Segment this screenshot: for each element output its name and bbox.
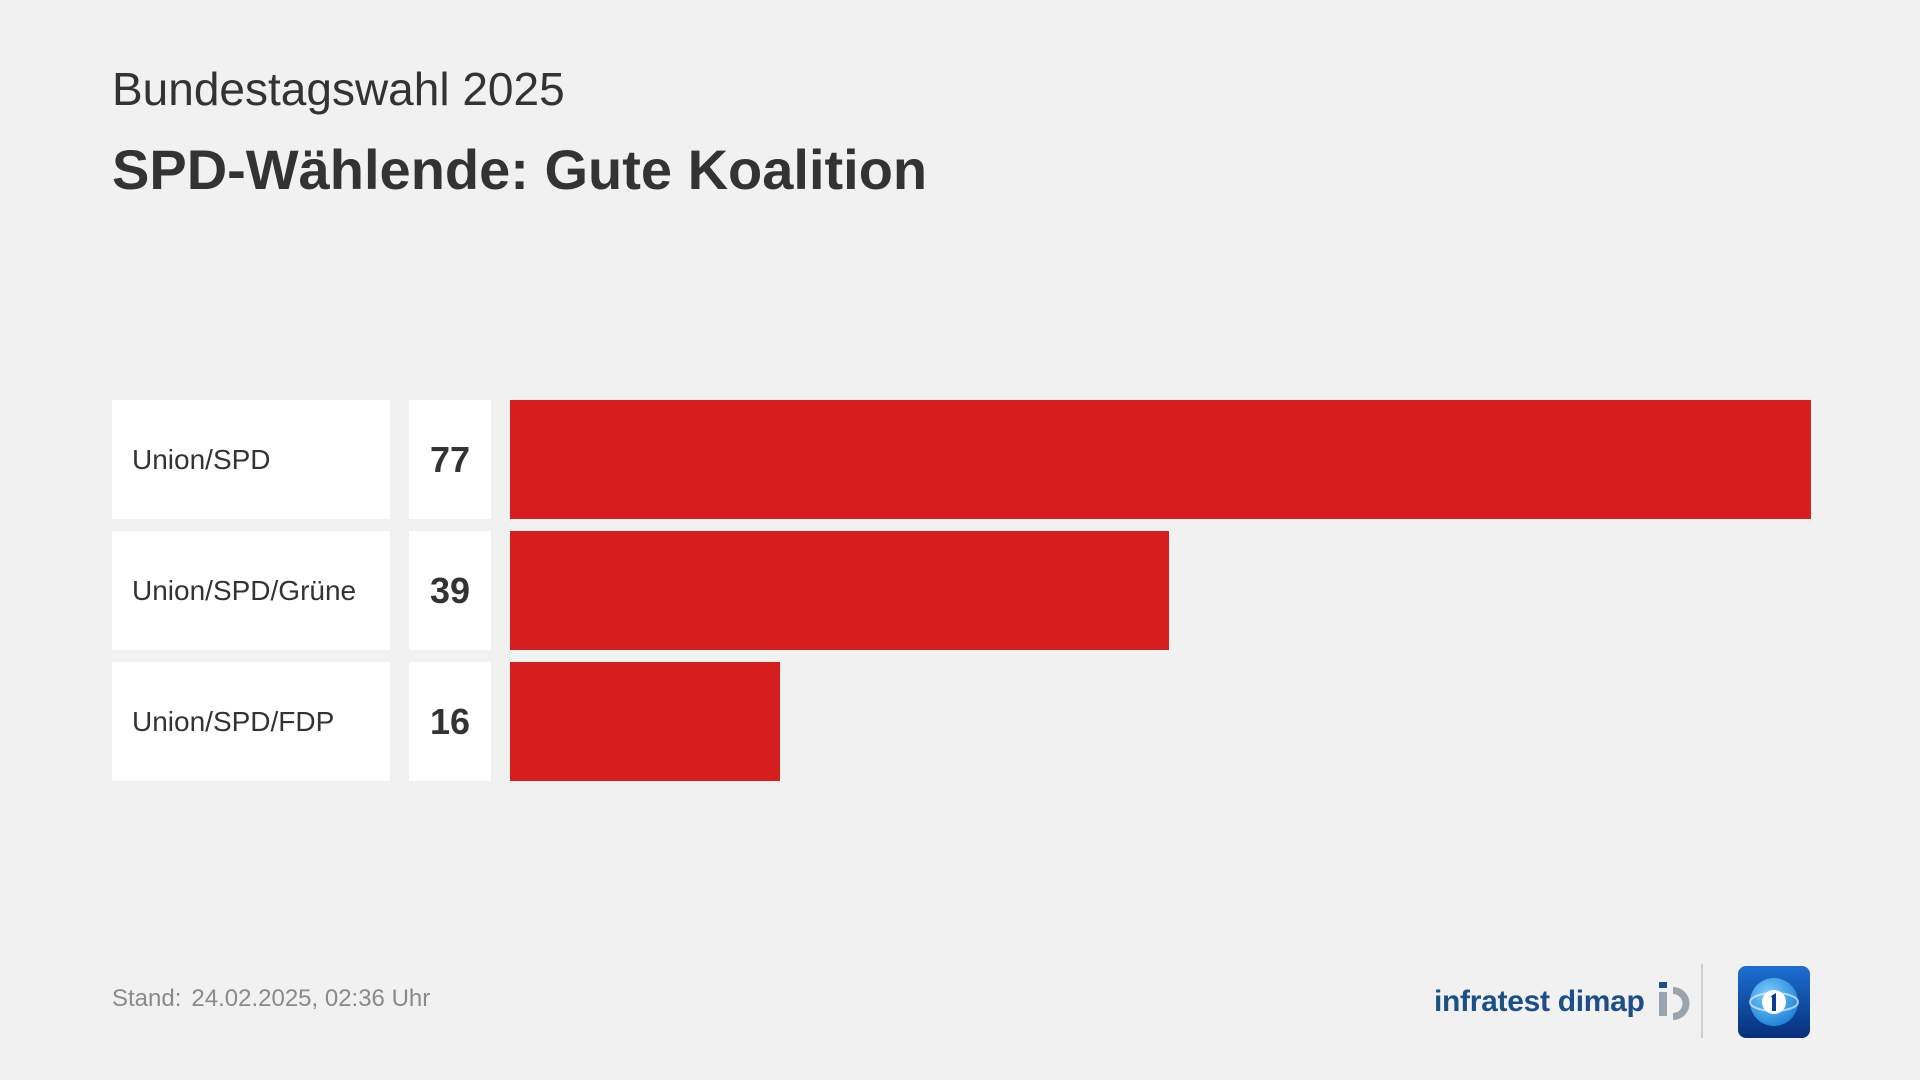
footer-divider — [1701, 964, 1703, 1038]
category-label: Union/SPD/FDP — [132, 706, 335, 737]
category-label: Union/SPD/Grüne — [132, 575, 357, 606]
bar-row: Union/SPD/FDP 16 — [112, 662, 1812, 781]
infratest-dimap-logo-text: infratest dimap — [1434, 985, 1645, 1018]
value-label-box: 16 — [409, 662, 491, 781]
stand-label: Stand: — [112, 985, 182, 1012]
value-label-box: 39 — [409, 531, 491, 650]
category-label: Union/SPD — [132, 444, 271, 475]
value-label: 39 — [429, 570, 471, 611]
bar — [510, 400, 1811, 519]
timestamp: Stand: 24.02.2025, 02:36 Uhr — [112, 984, 430, 1014]
infratest-dimap-logo-icon — [1658, 982, 1690, 1020]
infratest-dimap-logo: infratest dimap — [1434, 980, 1701, 1024]
bar — [510, 662, 780, 781]
bar-row: Union/SPD/Grüne 39 — [112, 531, 1812, 650]
chart-title: SPD-Wählende: Gute Koalition — [112, 138, 928, 201]
value-label: 77 — [429, 439, 471, 480]
category-label-box: Union/SPD/FDP — [112, 662, 390, 781]
value-label-box: 77 — [409, 400, 491, 519]
tagesschau-logo-icon — [1738, 966, 1810, 1038]
bar — [510, 531, 1169, 650]
category-label-box: Union/SPD/Grüne — [112, 531, 390, 650]
bar-row: Union/SPD 77 — [112, 400, 1812, 519]
category-label-box: Union/SPD — [112, 400, 390, 519]
chart-supertitle: Bundestagswahl 2025 — [112, 63, 565, 115]
value-label: 16 — [429, 701, 471, 742]
stand-value: 24.02.2025, 02:36 Uhr — [191, 985, 431, 1012]
